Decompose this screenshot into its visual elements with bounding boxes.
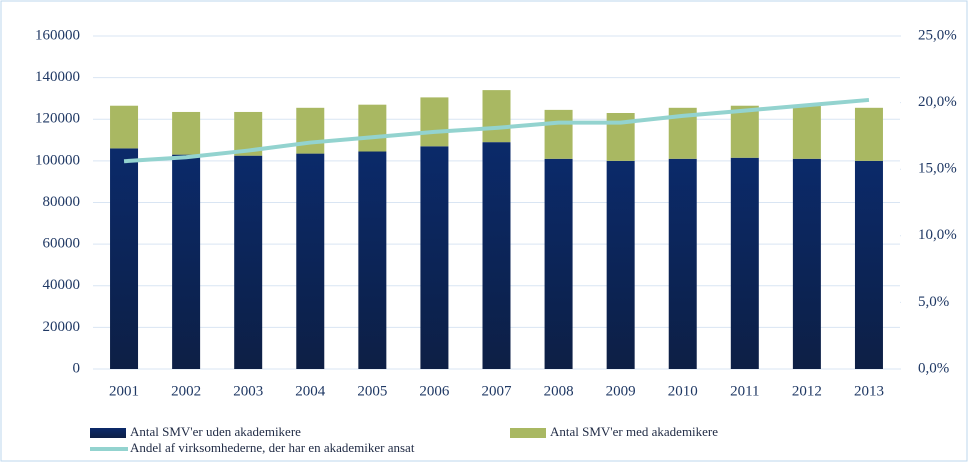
bar bbox=[668, 158, 697, 369]
y-tick-label: 20000 bbox=[43, 319, 81, 335]
x-tick-label: 2001 bbox=[109, 383, 139, 399]
bar bbox=[296, 153, 325, 369]
x-tick-label: 2006 bbox=[419, 383, 450, 399]
x-tick-label: 2009 bbox=[606, 383, 636, 399]
bar bbox=[110, 105, 139, 149]
y-tick-label: 140000 bbox=[35, 69, 80, 85]
y2-tick-label: 10,0% bbox=[918, 227, 957, 243]
bar bbox=[730, 105, 759, 158]
x-tick-label: 2012 bbox=[792, 383, 822, 399]
bar bbox=[544, 109, 573, 159]
x-tick-label: 2011 bbox=[730, 383, 759, 399]
y-tick-label: 120000 bbox=[35, 111, 80, 127]
bar bbox=[792, 158, 821, 369]
y2-tick-label: 0,0% bbox=[918, 360, 949, 376]
bar bbox=[172, 111, 201, 155]
y2-tick-label: 20,0% bbox=[918, 94, 957, 110]
x-tick-label: 2010 bbox=[668, 383, 698, 399]
bar bbox=[482, 90, 511, 143]
bar bbox=[792, 104, 821, 159]
y-tick-label: 40000 bbox=[43, 277, 81, 293]
x-tick-label: 2008 bbox=[544, 383, 574, 399]
bar bbox=[544, 158, 573, 369]
bar bbox=[482, 142, 511, 369]
legend-label: Andel af virksomhederne, der har en akad… bbox=[130, 440, 415, 455]
x-tick-label: 2005 bbox=[357, 383, 387, 399]
bar bbox=[854, 160, 883, 369]
bar bbox=[296, 107, 325, 154]
legend-label: Antal SMV'er uden akademikere bbox=[130, 424, 301, 439]
x-tick-label: 2002 bbox=[171, 383, 201, 399]
bar bbox=[606, 160, 635, 369]
y2-tick-label: 25,0% bbox=[918, 27, 957, 43]
line-series bbox=[123, 97, 870, 164]
bar bbox=[358, 151, 387, 369]
legend-label: Antal SMV'er med akademikere bbox=[550, 424, 718, 439]
legend-swatch bbox=[510, 428, 546, 438]
y-tick-label: 160000 bbox=[35, 27, 80, 43]
x-tick-label: 2013 bbox=[854, 383, 884, 399]
y-tick-label: 100000 bbox=[35, 152, 80, 168]
legend-swatch bbox=[90, 428, 126, 438]
y2-tick-label: 15,0% bbox=[918, 161, 957, 177]
y-tick-label: 0 bbox=[73, 360, 81, 376]
bar bbox=[854, 107, 883, 161]
y-tick-label: 60000 bbox=[43, 236, 81, 252]
bar bbox=[420, 146, 449, 369]
bar bbox=[420, 97, 449, 147]
bar bbox=[358, 104, 387, 152]
x-tick-label: 2004 bbox=[295, 383, 326, 399]
bar bbox=[234, 155, 263, 369]
y-tick-label: 80000 bbox=[43, 194, 81, 210]
x-tick-label: 2003 bbox=[233, 383, 263, 399]
bar bbox=[110, 148, 139, 369]
y2-tick-label: 5,0% bbox=[918, 294, 949, 310]
x-tick-label: 2007 bbox=[482, 383, 513, 399]
bar bbox=[730, 157, 759, 369]
bar bbox=[172, 154, 201, 369]
